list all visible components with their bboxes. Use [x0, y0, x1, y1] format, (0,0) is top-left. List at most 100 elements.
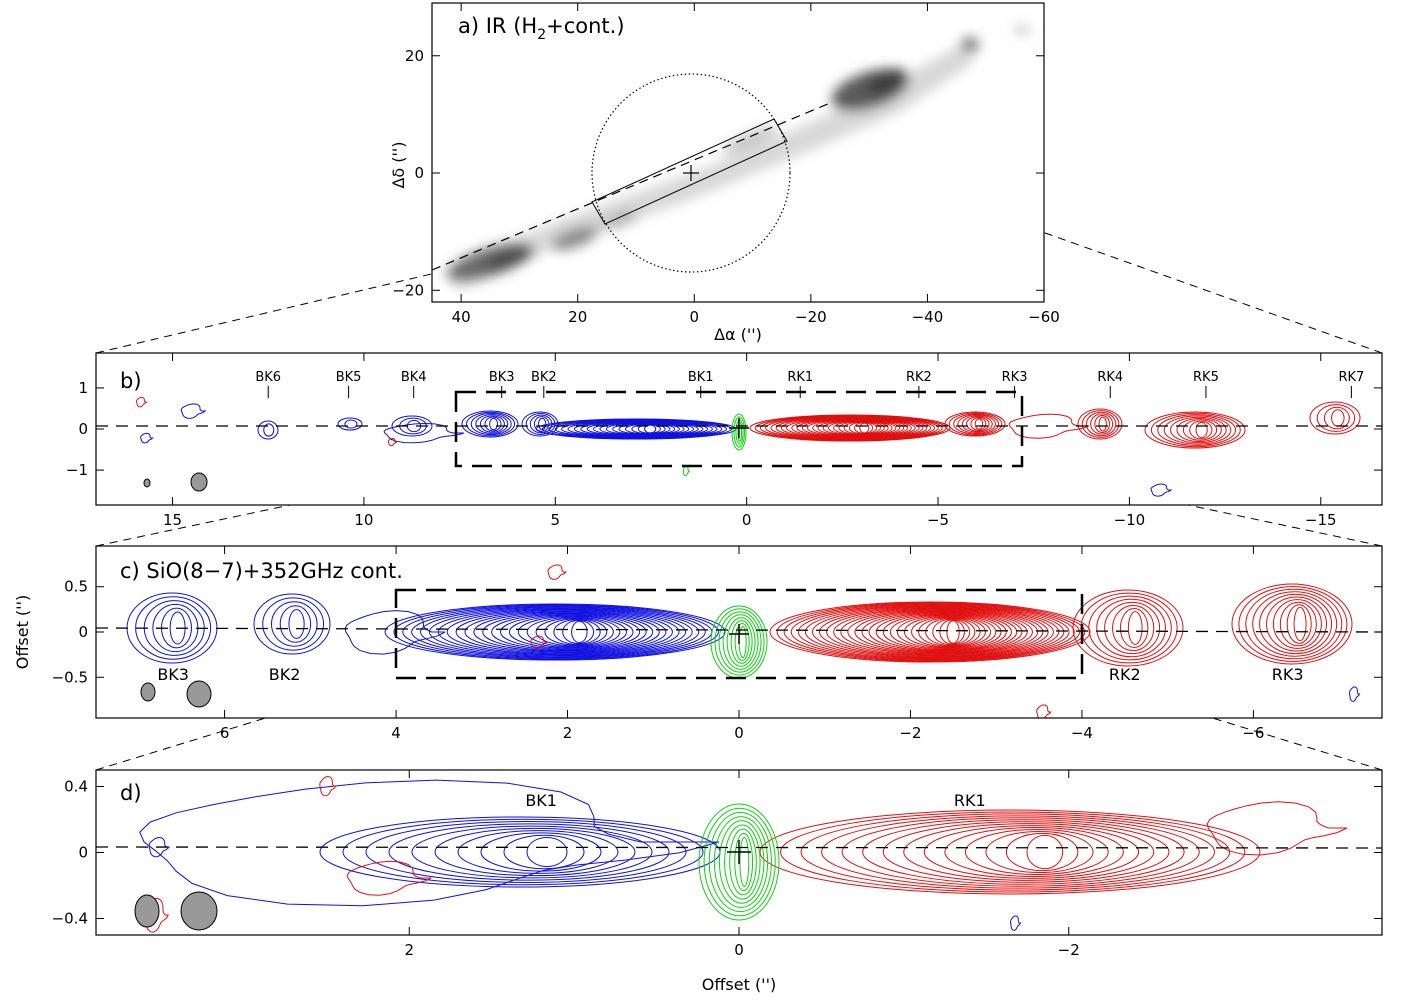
knot-labels-d: BK1 RK1 — [525, 791, 985, 810]
contour-c-red-jet-18 — [896, 615, 997, 649]
x-tick-label-a-0: 40 — [452, 308, 471, 326]
contour-c-rk2-5 — [1112, 604, 1155, 652]
contour-d-continuum-7 — [734, 832, 754, 892]
contour-b-bk3-6 — [489, 417, 499, 431]
y-tick-label-b-1: 0 — [78, 420, 88, 438]
contours-d — [139, 775, 1348, 933]
contour-c-red-jet-6 — [811, 606, 1060, 658]
contour-d-blue-jet-3 — [388, 823, 670, 881]
x-tick-label-a-4: −40 — [912, 308, 944, 326]
contour-b-red-knot-b — [387, 437, 398, 447]
contour-c-blue-jet-10 — [473, 611, 660, 653]
contour-c-rk3-6 — [1272, 599, 1322, 649]
contour-d-blue-jet-6 — [457, 830, 619, 874]
contour-b-rk3-1 — [948, 412, 1003, 436]
panel-c-ylabel: Offset ('') — [13, 595, 32, 669]
contour-d-blue-jet-2 — [365, 821, 687, 883]
contour-c-blue-jet-13 — [500, 614, 641, 650]
y-tick-label-c-0: 0.5 — [64, 578, 88, 596]
contour-c-blue-jet-17 — [535, 617, 614, 647]
source-cross-c — [729, 624, 749, 644]
contour-d-red-jet-6 — [882, 821, 1170, 883]
contour-c-blue-jet-20 — [562, 620, 595, 644]
contour-b-rk3-6 — [970, 417, 987, 431]
contour-c-red-jet-8 — [826, 607, 1049, 657]
contour-c-continuum-5 — [730, 620, 753, 664]
contour-d-continuum-2 — [708, 811, 772, 913]
x-tick-label-a-5: −60 — [1028, 308, 1060, 326]
knot-label-bk5: BK5 — [336, 370, 362, 385]
y-tick-label-c-2: −0.5 — [52, 668, 88, 686]
contour-b-rk4-1 — [1081, 410, 1120, 438]
knot-label-c-rk3: RK3 — [1272, 665, 1304, 684]
contour-d-blue-knot — [148, 836, 171, 858]
y-tick-label-a-2: −20 — [392, 281, 424, 299]
contour-c-red-knot-b — [1036, 704, 1052, 718]
knot-label-d-rk1: RK1 — [954, 791, 986, 810]
contour-c-red-jet-21 — [918, 617, 981, 647]
zoom-box-b — [454, 390, 1024, 468]
contour-b-rk3-0 — [944, 411, 1006, 437]
x-tick-label-a-2: 0 — [690, 308, 700, 326]
contour-b-bk2-0 — [521, 411, 559, 437]
x-tick-label-d-1: 0 — [734, 941, 744, 959]
contour-c-rk3-2 — [1245, 588, 1343, 660]
knot-label-bk2: BK2 — [531, 370, 557, 385]
contour-b-bk3-3 — [475, 414, 509, 434]
contour-c-blue-jet-15 — [517, 615, 627, 649]
panel-c: 6 4 2 0 −2 −4 −6 0.5 0 −0.5 BK3 BK2 RK2 RK3 c) SiO(8… — [13, 545, 1383, 742]
y-tick-label-a-1: 0 — [414, 164, 424, 182]
panel-a-ylabel: Δδ ('') — [389, 141, 408, 188]
contour-c-continuum-1 — [714, 608, 765, 676]
contour-d-red-knot-b — [319, 775, 337, 797]
contour-d-blue-jet-8 — [503, 834, 585, 870]
contour-b-continuum-1 — [733, 416, 746, 448]
contour-b-bk5-0 — [337, 417, 363, 431]
knot-label-bk3: BK3 — [489, 370, 515, 385]
contour-b-blue-knot-c — [1150, 483, 1173, 497]
contour-b-rk3-5 — [966, 416, 990, 432]
x-tick-label-b-1: 10 — [354, 511, 373, 529]
x-tick-label-c-3: 0 — [734, 724, 744, 742]
contour-c-bk2-1 — [262, 597, 325, 651]
contour-d-red-jet-4 — [841, 817, 1200, 887]
contour-c-blue-bridge — [344, 610, 446, 655]
contour-b-rk3-7 — [974, 418, 984, 430]
panel-d: 2 0 −2 0.4 0 −0.4 BK1 RK1 d) Offset ('') — [52, 769, 1383, 994]
contour-c-rk3-1 — [1238, 586, 1348, 662]
contour-b-bk2-1 — [525, 413, 556, 435]
contour-c-red-jet-1 — [776, 602, 1086, 662]
x-tick-label-b-4: −5 — [927, 511, 949, 529]
y-tick-label-b-2: −1 — [66, 461, 88, 479]
contour-c-red-jet-3 — [790, 603, 1075, 661]
contour-d-red-jet-13 — [1026, 834, 1064, 870]
contour-d-red-jet-5 — [862, 819, 1185, 885]
contour-c-blue-jet-3 — [411, 605, 706, 659]
knot-label-bk4: BK4 — [401, 370, 427, 385]
contour-c-rk3-9 — [1293, 606, 1307, 642]
contour-b-rk5-6 — [1182, 419, 1218, 441]
beams-d — [134, 891, 218, 931]
contour-c-red-jet-9 — [833, 608, 1044, 656]
contour-c-red-knot-a — [547, 564, 568, 580]
contour-d-blue-jet-1 — [342, 818, 704, 886]
beams-c — [140, 680, 212, 708]
contour-b-bk3-5 — [484, 416, 502, 432]
contour-d-red-jet-8 — [923, 825, 1140, 879]
knot-labels-b: BK6 BK5 BK4 BK3 BK2 BK1 RK1 RK2 RK3 RK4 RK5 RK7 — [255, 370, 1364, 398]
axes-a: 40 20 0 −20 −40 −60 20 0 −20 — [392, 3, 1060, 326]
contour-c-rk2-4 — [1104, 601, 1161, 655]
x-tick-label-d-0: 2 — [404, 941, 414, 959]
x-tick-label-c-2: 2 — [563, 724, 573, 742]
contour-c-red-jet-17 — [889, 614, 1002, 650]
contour-b-rk7-1 — [1316, 404, 1356, 432]
x-tick-label-d-2: −2 — [1058, 941, 1080, 959]
y-tick-label-d-2: −0.4 — [52, 910, 88, 928]
contour-c-red-jet-7 — [819, 606, 1054, 658]
contour-c-rk3-7 — [1279, 601, 1317, 647]
contour-b-bk3-0 — [461, 410, 519, 438]
contour-c-continuum-6 — [734, 623, 750, 661]
contour-b-red-bridge — [1008, 413, 1090, 439]
contour-c-rk3-5 — [1266, 596, 1327, 652]
